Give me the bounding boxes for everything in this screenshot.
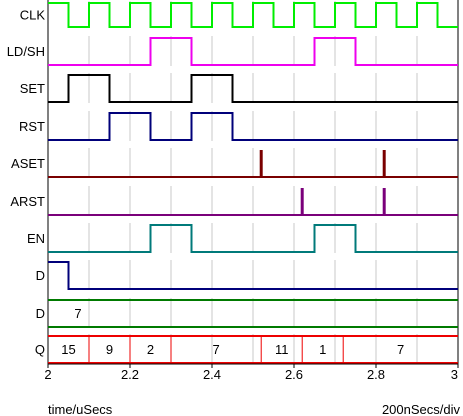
- signal-trace: [48, 224, 458, 253]
- bus-value: 7: [212, 342, 219, 357]
- time-scale-label: 200nSecs/div: [382, 402, 461, 416]
- axis-tick-label: 2.2: [121, 367, 139, 382]
- bus-value: 11: [275, 342, 289, 357]
- signal-traces: 715 9 2 7 11 1 7: [48, 2, 458, 364]
- bus-value: 1: [319, 342, 326, 357]
- signal-label: RST: [19, 119, 45, 134]
- signal-label: D: [36, 306, 45, 321]
- bus-value: 7: [74, 306, 81, 321]
- signal-label: ASET: [11, 156, 45, 171]
- signal-label: Q: [35, 342, 45, 357]
- bus-value: 7: [397, 342, 404, 357]
- axis-tick-label: 2: [44, 367, 51, 382]
- x-axis-label: time/uSecs: [48, 402, 113, 416]
- signal-labels: CLK LD/SH SET RST ASET ARST EN D D Q: [7, 8, 46, 358]
- signal-label: SET: [20, 81, 45, 96]
- signal-trace: [48, 2, 458, 28]
- signal-label: ARST: [10, 194, 45, 209]
- axis-tick-label: 2.6: [285, 367, 303, 382]
- axis-tick-label: 2.8: [367, 367, 385, 382]
- signal-label: LD/SH: [7, 44, 45, 59]
- signal-trace: [48, 112, 458, 141]
- bus-value: 9: [106, 342, 113, 357]
- axis-tick-label: 3: [451, 367, 458, 382]
- signal-trace: [48, 261, 458, 290]
- signal-trace: [48, 74, 458, 103]
- axis-tick-label: 2.4: [203, 367, 221, 382]
- signal-label: CLK: [20, 8, 46, 23]
- signal-label: EN: [27, 231, 45, 246]
- time-axis: time/uSecs 200nSecs/div 2 2.2 2.4 2.6 2.8 3: [44, 363, 461, 416]
- time-grid: [47, 0, 459, 364]
- signal-label: D: [36, 268, 45, 283]
- signal-trace: [48, 37, 458, 66]
- bus-value: 15: [61, 342, 75, 357]
- bus-value: 2: [147, 342, 154, 357]
